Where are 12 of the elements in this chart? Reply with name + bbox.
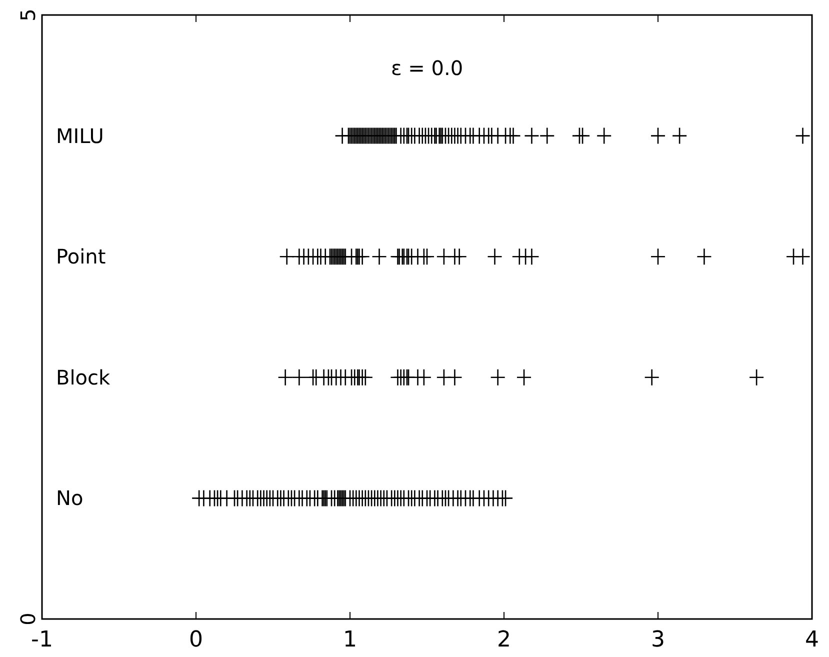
x-tick-label: 3 (651, 628, 665, 653)
text: ε = 0.0 (390, 56, 464, 80)
x-tick-label: 1 (343, 628, 357, 653)
annotation: No (56, 486, 84, 510)
annotation: Point (56, 244, 106, 269)
x-tick-label: 2 (497, 628, 511, 653)
x-tick-label: 0 (189, 628, 203, 653)
annotation: Block (56, 365, 111, 390)
y-tick-label: 5 (16, 8, 40, 22)
x-tick-label: -1 (31, 628, 53, 653)
x-tick-label: 4 (805, 628, 819, 653)
annotation: MILU (56, 124, 104, 148)
